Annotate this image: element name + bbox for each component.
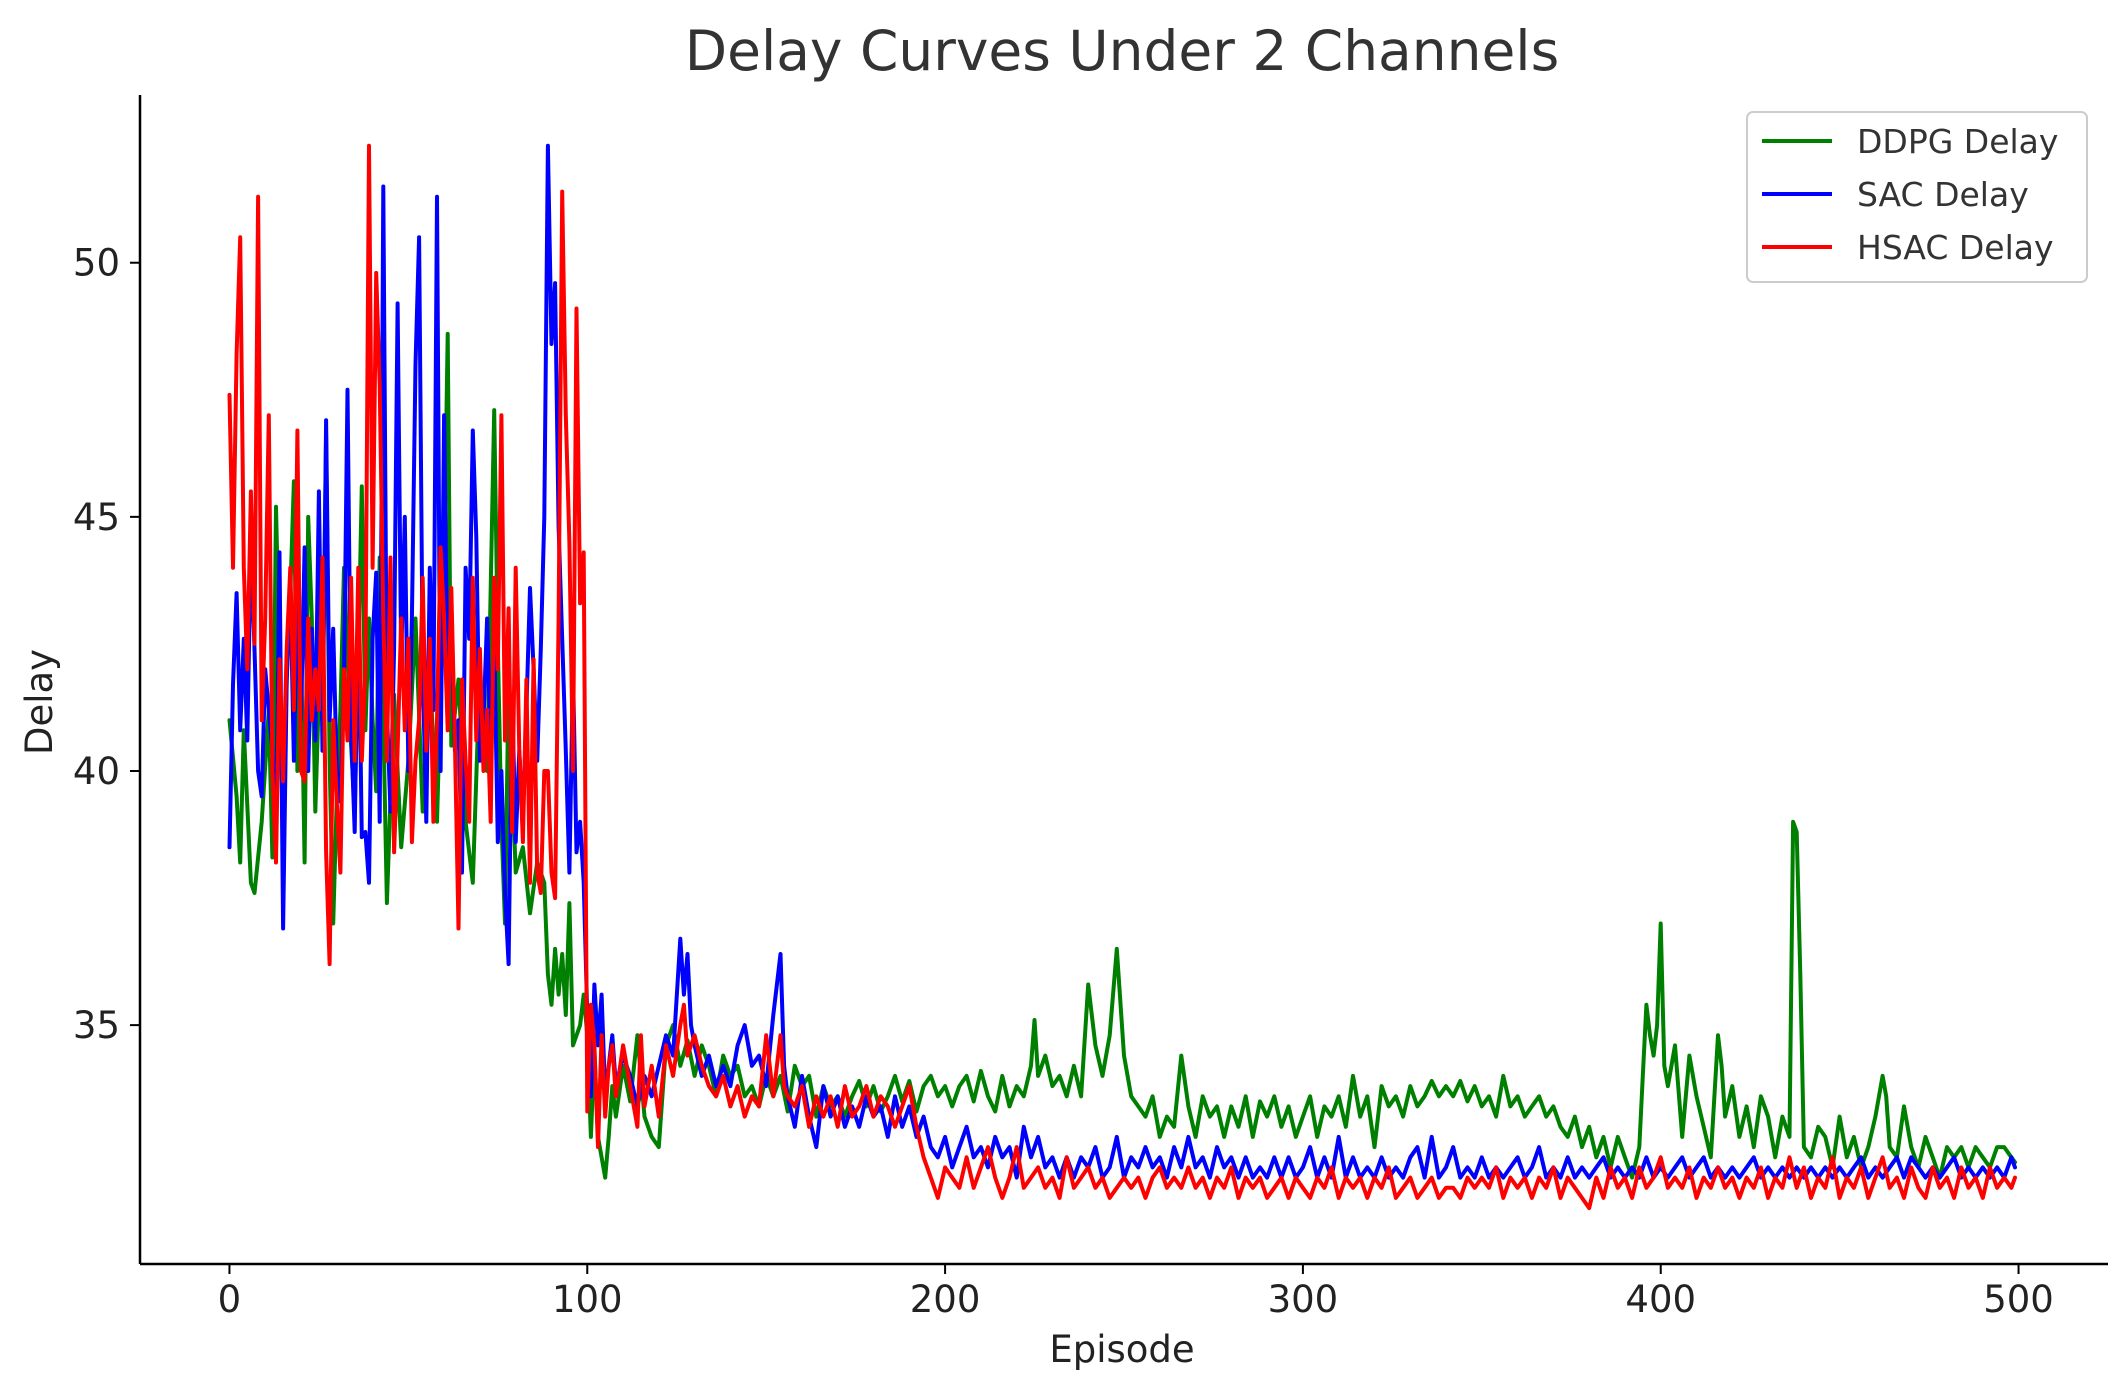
y-tick-label: 45 [73,496,120,539]
series-line-hsac-delay [227,143,2017,1211]
x-tick-label: 400 [1625,1278,1696,1321]
legend-box [1746,111,2088,283]
chart-title: Delay Curves Under 2 Channels [685,19,1560,83]
y-tick-label: 35 [73,1004,120,1047]
y-axis-label: Delay [18,649,61,755]
x-axis-label: Episode [1049,1328,1194,1371]
legend-label: HSAC Delay [1857,228,2054,267]
series-line-sac-delay [227,143,2017,1180]
y-tick-label: 40 [73,750,120,793]
series-layer [227,143,2017,1211]
y-tick-label: 50 [73,242,120,285]
x-tick-label: 100 [552,1278,623,1321]
x-tick-label: 200 [910,1278,981,1321]
legend: DDPG Delay SAC Delay HSAC Delay [1746,111,2088,283]
axes-layer: 0 100 200 300 400 500 35 40 45 50 [73,95,2108,1321]
x-tick-label: 300 [1268,1278,1339,1321]
x-tick-label: 0 [218,1278,242,1321]
legend-label: SAC Delay [1857,175,2029,214]
legend-label: DDPG Delay [1857,122,2058,161]
x-tick-label: 500 [1983,1278,2054,1321]
